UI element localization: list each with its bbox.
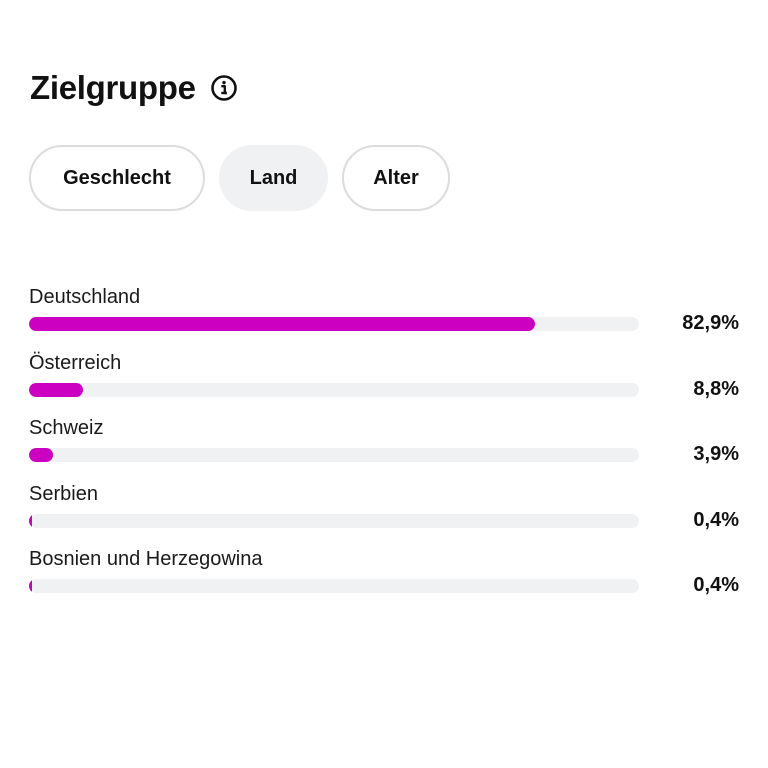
country-list: Deutschland 82,9% Österreich 8,8% Schwei…	[29, 282, 739, 610]
tab-geschlecht[interactable]: Geschlecht	[29, 145, 205, 211]
country-percentage: 8,8%	[693, 377, 739, 400]
section-header: Zielgruppe	[30, 68, 238, 108]
country-percentage: 0,4%	[693, 508, 739, 531]
country-label: Deutschland	[29, 286, 141, 308]
progress-track	[29, 448, 639, 462]
progress-track	[29, 513, 639, 528]
country-row: Bosnien und Herzegowina 0,4%	[29, 544, 739, 610]
progress-fill	[29, 317, 535, 331]
progress-track	[29, 382, 639, 397]
progress-fill	[29, 448, 53, 462]
country-label: Schweiz	[29, 417, 104, 439]
progress-fill	[29, 579, 32, 593]
country-percentage: 3,9%	[693, 443, 739, 465]
country-label: Bosnien und Herzegowina	[29, 548, 263, 570]
country-row: Serbien 0,4%	[29, 479, 739, 545]
tab-land[interactable]: Land	[219, 145, 328, 211]
country-row: Deutschland 82,9%	[29, 282, 739, 348]
progress-fill	[29, 382, 83, 397]
tab-alter[interactable]: Alter	[342, 145, 450, 211]
country-label: Österreich	[29, 351, 122, 374]
progress-fill	[29, 513, 32, 528]
country-label: Serbien	[29, 482, 98, 505]
progress-track	[29, 317, 639, 331]
audience-tabs: Geschlecht Land Alter	[29, 145, 464, 211]
country-percentage: 0,4%	[693, 574, 739, 596]
country-row: Österreich 8,8%	[29, 348, 739, 414]
country-percentage: 82,9%	[682, 312, 739, 334]
info-icon[interactable]	[210, 74, 238, 102]
section-title: Zielgruppe	[30, 69, 196, 106]
country-row: Schweiz 3,9%	[29, 413, 739, 479]
progress-track	[29, 579, 639, 593]
